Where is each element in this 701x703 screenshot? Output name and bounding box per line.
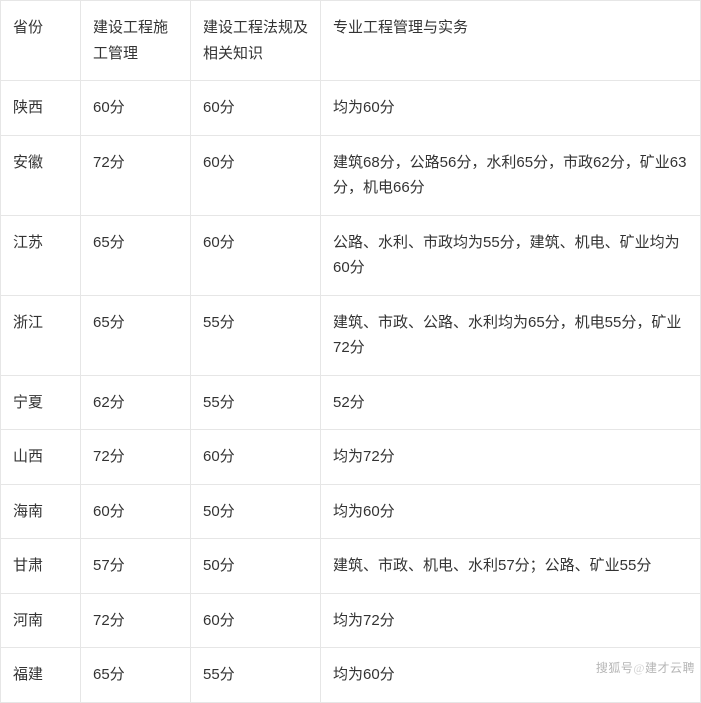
cell-province: 福建 <box>1 648 81 703</box>
cell-law: 50分 <box>191 484 321 539</box>
cell-prof: 均为60分 <box>321 484 701 539</box>
table-row: 福建65分55分均为60分 <box>1 648 701 703</box>
cell-prof: 公路、水利、市政均为55分，建筑、机电、矿业均为60分 <box>321 215 701 295</box>
cell-prof: 均为72分 <box>321 593 701 648</box>
cell-mgmt: 72分 <box>81 135 191 215</box>
table-row: 宁夏62分55分52分 <box>1 375 701 430</box>
cell-province: 宁夏 <box>1 375 81 430</box>
table-row: 海南60分50分均为60分 <box>1 484 701 539</box>
cell-mgmt: 72分 <box>81 593 191 648</box>
score-table: 省份 建设工程施工管理 建设工程法规及相关知识 专业工程管理与实务 陕西60分6… <box>0 0 701 703</box>
cell-prof: 建筑、市政、公路、水利均为65分，机电55分，矿业72分 <box>321 295 701 375</box>
col-header-province: 省份 <box>1 1 81 81</box>
table-row: 江苏65分60分公路、水利、市政均为55分，建筑、机电、矿业均为60分 <box>1 215 701 295</box>
cell-law: 60分 <box>191 81 321 136</box>
cell-mgmt: 57分 <box>81 539 191 594</box>
cell-mgmt: 65分 <box>81 648 191 703</box>
col-header-mgmt: 建设工程施工管理 <box>81 1 191 81</box>
cell-mgmt: 60分 <box>81 81 191 136</box>
cell-prof: 均为60分 <box>321 648 701 703</box>
table-row: 浙江65分55分建筑、市政、公路、水利均为65分，机电55分，矿业72分 <box>1 295 701 375</box>
cell-mgmt: 65分 <box>81 295 191 375</box>
cell-prof: 建筑68分，公路56分，水利65分，市政62分，矿业63分，机电66分 <box>321 135 701 215</box>
cell-mgmt: 62分 <box>81 375 191 430</box>
col-header-prof: 专业工程管理与实务 <box>321 1 701 81</box>
table-row: 河南72分60分均为72分 <box>1 593 701 648</box>
cell-province: 山西 <box>1 430 81 485</box>
table-row: 山西72分60分均为72分 <box>1 430 701 485</box>
cell-mgmt: 65分 <box>81 215 191 295</box>
cell-prof: 建筑、市政、机电、水利57分；公路、矿业55分 <box>321 539 701 594</box>
table-header-row: 省份 建设工程施工管理 建设工程法规及相关知识 专业工程管理与实务 <box>1 1 701 81</box>
cell-law: 55分 <box>191 648 321 703</box>
cell-province: 安徽 <box>1 135 81 215</box>
cell-prof: 均为60分 <box>321 81 701 136</box>
cell-mgmt: 60分 <box>81 484 191 539</box>
cell-province: 陕西 <box>1 81 81 136</box>
cell-province: 江苏 <box>1 215 81 295</box>
cell-law: 50分 <box>191 539 321 594</box>
table-row: 甘肃57分50分建筑、市政、机电、水利57分；公路、矿业55分 <box>1 539 701 594</box>
cell-law: 60分 <box>191 430 321 485</box>
table-row: 安徽72分60分建筑68分，公路56分，水利65分，市政62分，矿业63分，机电… <box>1 135 701 215</box>
cell-law: 60分 <box>191 135 321 215</box>
table-row: 陕西60分60分均为60分 <box>1 81 701 136</box>
cell-law: 60分 <box>191 593 321 648</box>
cell-mgmt: 72分 <box>81 430 191 485</box>
cell-prof: 52分 <box>321 375 701 430</box>
cell-province: 海南 <box>1 484 81 539</box>
cell-prof: 均为72分 <box>321 430 701 485</box>
cell-law: 55分 <box>191 375 321 430</box>
cell-province: 河南 <box>1 593 81 648</box>
col-header-law: 建设工程法规及相关知识 <box>191 1 321 81</box>
cell-province: 甘肃 <box>1 539 81 594</box>
cell-province: 浙江 <box>1 295 81 375</box>
cell-law: 60分 <box>191 215 321 295</box>
cell-law: 55分 <box>191 295 321 375</box>
